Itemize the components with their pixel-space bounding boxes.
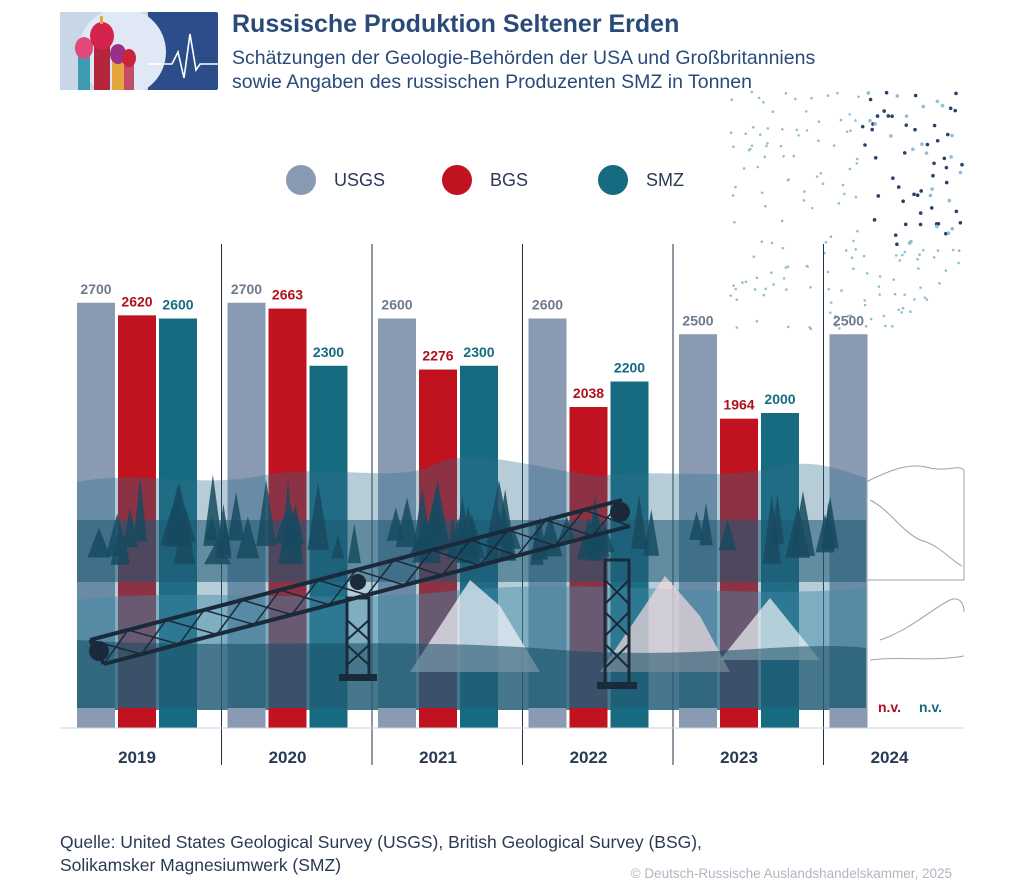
- subtitle-line-1: Schätzungen der Geologie-Behörden der US…: [232, 47, 816, 69]
- bar-base-bgs-2022: [569, 708, 608, 728]
- bar-base-usgs-2019: [77, 708, 115, 728]
- missing-value-label: n.v.: [919, 699, 942, 715]
- x-tick-label: 2020: [269, 748, 307, 767]
- value-label-smz-2019: 2600: [162, 297, 193, 313]
- value-label-usgs-2024: 2500: [833, 312, 864, 328]
- logo-graphic: [60, 12, 218, 90]
- value-label-usgs-2021: 2600: [381, 297, 412, 313]
- bar-base-usgs-2024: [829, 708, 868, 728]
- bar-base-usgs-2021: [378, 708, 416, 728]
- value-label-bgs-2019: 2620: [121, 293, 152, 309]
- bar-base-bgs-2020: [268, 708, 307, 728]
- subtitle: Schätzungen der Geologie-Behörden der US…: [232, 46, 952, 94]
- bar-base-usgs-2020: [227, 708, 266, 728]
- source-line-2: Solikamsker Magnesiumwerk (SMZ): [60, 855, 342, 875]
- bar-value-labels: 2700 2620 2600 2700 2663 2300 2600 2276 2300 2600…: [80, 281, 864, 413]
- x-tick-label: 2022: [570, 748, 608, 767]
- bar-base-smz-2019: [159, 708, 197, 728]
- legend-label-smz: SMZ: [646, 170, 684, 190]
- legend-swatch-bgs: [442, 165, 472, 195]
- value-label-bgs-2020: 2663: [272, 287, 303, 303]
- landscape-illustration: [77, 457, 965, 710]
- source-line-1: Quelle: United States Geological Survey …: [60, 832, 702, 852]
- x-tick-label: 2024: [871, 748, 909, 767]
- x-tick-label: 2023: [720, 748, 758, 767]
- bar-base-smz-2022: [610, 708, 649, 728]
- particle-decoration: [729, 90, 964, 331]
- value-label-bgs-2021: 2276: [422, 348, 453, 364]
- value-label-usgs-2022: 2600: [532, 297, 563, 313]
- missing-value-labels: n.v. n.v.: [878, 699, 942, 715]
- page-title: Russische Produktion Seltener Erden: [232, 10, 680, 38]
- copyright: © Deutsch-Russische Auslandshandelskamme…: [630, 866, 952, 881]
- x-tick-label: 2021: [419, 748, 457, 767]
- value-label-smz-2022: 2200: [614, 360, 645, 376]
- missing-value-label: n.v.: [878, 699, 901, 715]
- value-label-usgs-2019: 2700: [80, 281, 111, 297]
- bar-base-usgs-2022: [528, 708, 567, 728]
- bar-base-smz-2023: [761, 708, 799, 728]
- legend-swatch-smz: [598, 165, 628, 195]
- value-label-bgs-2022: 2038: [573, 385, 604, 401]
- value-label-usgs-2020: 2700: [231, 281, 262, 297]
- legend-label-usgs: USGS: [334, 170, 386, 190]
- legend-swatch-usgs: [286, 165, 316, 195]
- value-label-bgs-2023: 1964: [723, 397, 754, 413]
- value-label-usgs-2023: 2500: [682, 312, 713, 328]
- source-note: Quelle: United States Geological Survey …: [60, 831, 702, 877]
- bar-base-bgs-2021: [419, 708, 457, 728]
- value-label-smz-2023: 2000: [764, 391, 795, 407]
- subtitle-line-2: sowie Angaben des russischen Produzenten…: [232, 71, 752, 93]
- bar-base-smz-2020: [309, 708, 348, 728]
- conveyor-illustration: [88, 498, 637, 689]
- bar-base-bgs-2019: [118, 708, 156, 728]
- value-label-smz-2021: 2300: [463, 344, 494, 360]
- logo: [60, 12, 218, 90]
- bar-base-smz-2021: [460, 708, 498, 728]
- bar-bottom-strips: [77, 708, 868, 728]
- x-axis-tick-labels: 2019 2020 2021 2022 2023 2024: [118, 748, 909, 767]
- x-tick-label: 2019: [118, 748, 156, 767]
- value-label-smz-2020: 2300: [313, 344, 344, 360]
- bar-base-bgs-2023: [720, 708, 758, 728]
- legend-label-bgs: BGS: [490, 170, 529, 190]
- bar-base-usgs-2023: [679, 708, 717, 728]
